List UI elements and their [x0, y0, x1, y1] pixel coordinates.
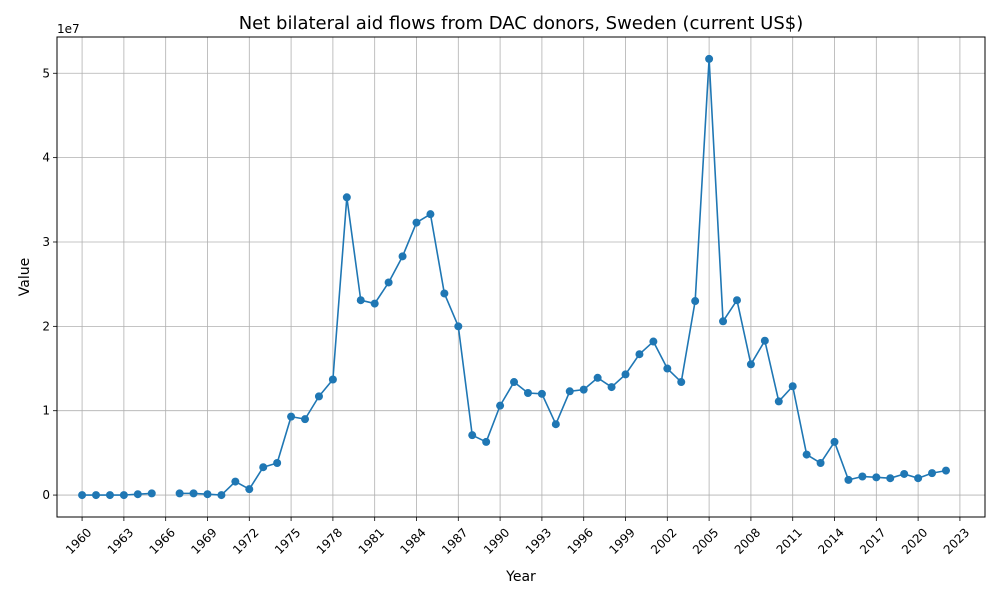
y-tick-label: 0 — [42, 488, 50, 502]
data-point — [203, 490, 212, 499]
data-point — [356, 296, 365, 305]
data-point — [565, 387, 574, 396]
data-point — [328, 375, 337, 384]
y-tick-label: 5 — [42, 66, 50, 80]
data-point — [537, 389, 546, 398]
y-axis-scale-label: 1e7 — [57, 22, 80, 36]
data-point — [496, 401, 505, 410]
data-point — [245, 485, 254, 494]
data-point — [788, 382, 797, 391]
data-point — [607, 383, 616, 392]
data-point — [649, 337, 658, 346]
data-point — [551, 420, 560, 429]
data-point — [189, 489, 198, 498]
y-tick-label: 4 — [42, 151, 50, 165]
data-point — [858, 472, 867, 481]
data-point — [370, 299, 379, 308]
data-point — [119, 491, 128, 500]
data-point — [273, 459, 282, 468]
data-point — [384, 278, 393, 287]
y-axis: 0 1 2 3 4 5 — [42, 66, 57, 502]
data-point — [663, 364, 672, 373]
data-point — [635, 350, 644, 359]
data-point — [105, 491, 114, 500]
data-point — [92, 491, 101, 500]
data-point — [872, 473, 881, 482]
data-point — [705, 54, 714, 63]
data-point — [928, 469, 937, 478]
data-point — [412, 218, 421, 227]
y-axis-title: Value — [17, 258, 33, 296]
data-point — [231, 477, 240, 486]
data-point — [259, 463, 268, 472]
data-point — [579, 385, 588, 394]
data-point — [147, 489, 156, 498]
data-point — [732, 296, 741, 305]
data-point — [468, 431, 477, 440]
data-point — [900, 469, 909, 478]
data-point — [830, 437, 839, 446]
data-point — [802, 450, 811, 459]
data-point — [593, 373, 602, 382]
data-point — [774, 397, 783, 406]
data-point — [914, 474, 923, 483]
data-point — [440, 289, 449, 298]
data-point — [816, 459, 825, 468]
data-point — [677, 378, 686, 387]
data-point — [342, 193, 351, 202]
y-tick-label: 3 — [42, 235, 50, 249]
data-point — [426, 210, 435, 219]
chart-title: Net bilateral aid flows from DAC donors,… — [239, 13, 804, 34]
data-point — [746, 360, 755, 369]
data-point — [523, 388, 532, 397]
y-tick-label: 1 — [42, 404, 50, 418]
data-point — [287, 412, 296, 421]
x-axis-title: Year — [505, 569, 536, 585]
y-tick-label: 2 — [42, 319, 50, 333]
data-point — [886, 474, 895, 483]
data-point — [454, 322, 463, 331]
data-point — [621, 370, 630, 379]
data-point — [510, 378, 519, 387]
data-point — [133, 490, 142, 499]
data-point — [175, 489, 184, 498]
data-point — [78, 491, 87, 500]
series-points — [78, 54, 950, 500]
data-point — [398, 252, 407, 261]
data-point — [719, 317, 728, 326]
data-point — [844, 475, 853, 484]
data-point — [941, 466, 950, 475]
data-point — [482, 437, 491, 446]
data-point — [691, 297, 700, 306]
data-point — [760, 336, 769, 345]
data-point — [217, 491, 226, 500]
data-point — [314, 392, 323, 401]
plot-frame — [56, 36, 986, 518]
grid — [57, 37, 985, 517]
data-point — [301, 415, 310, 424]
